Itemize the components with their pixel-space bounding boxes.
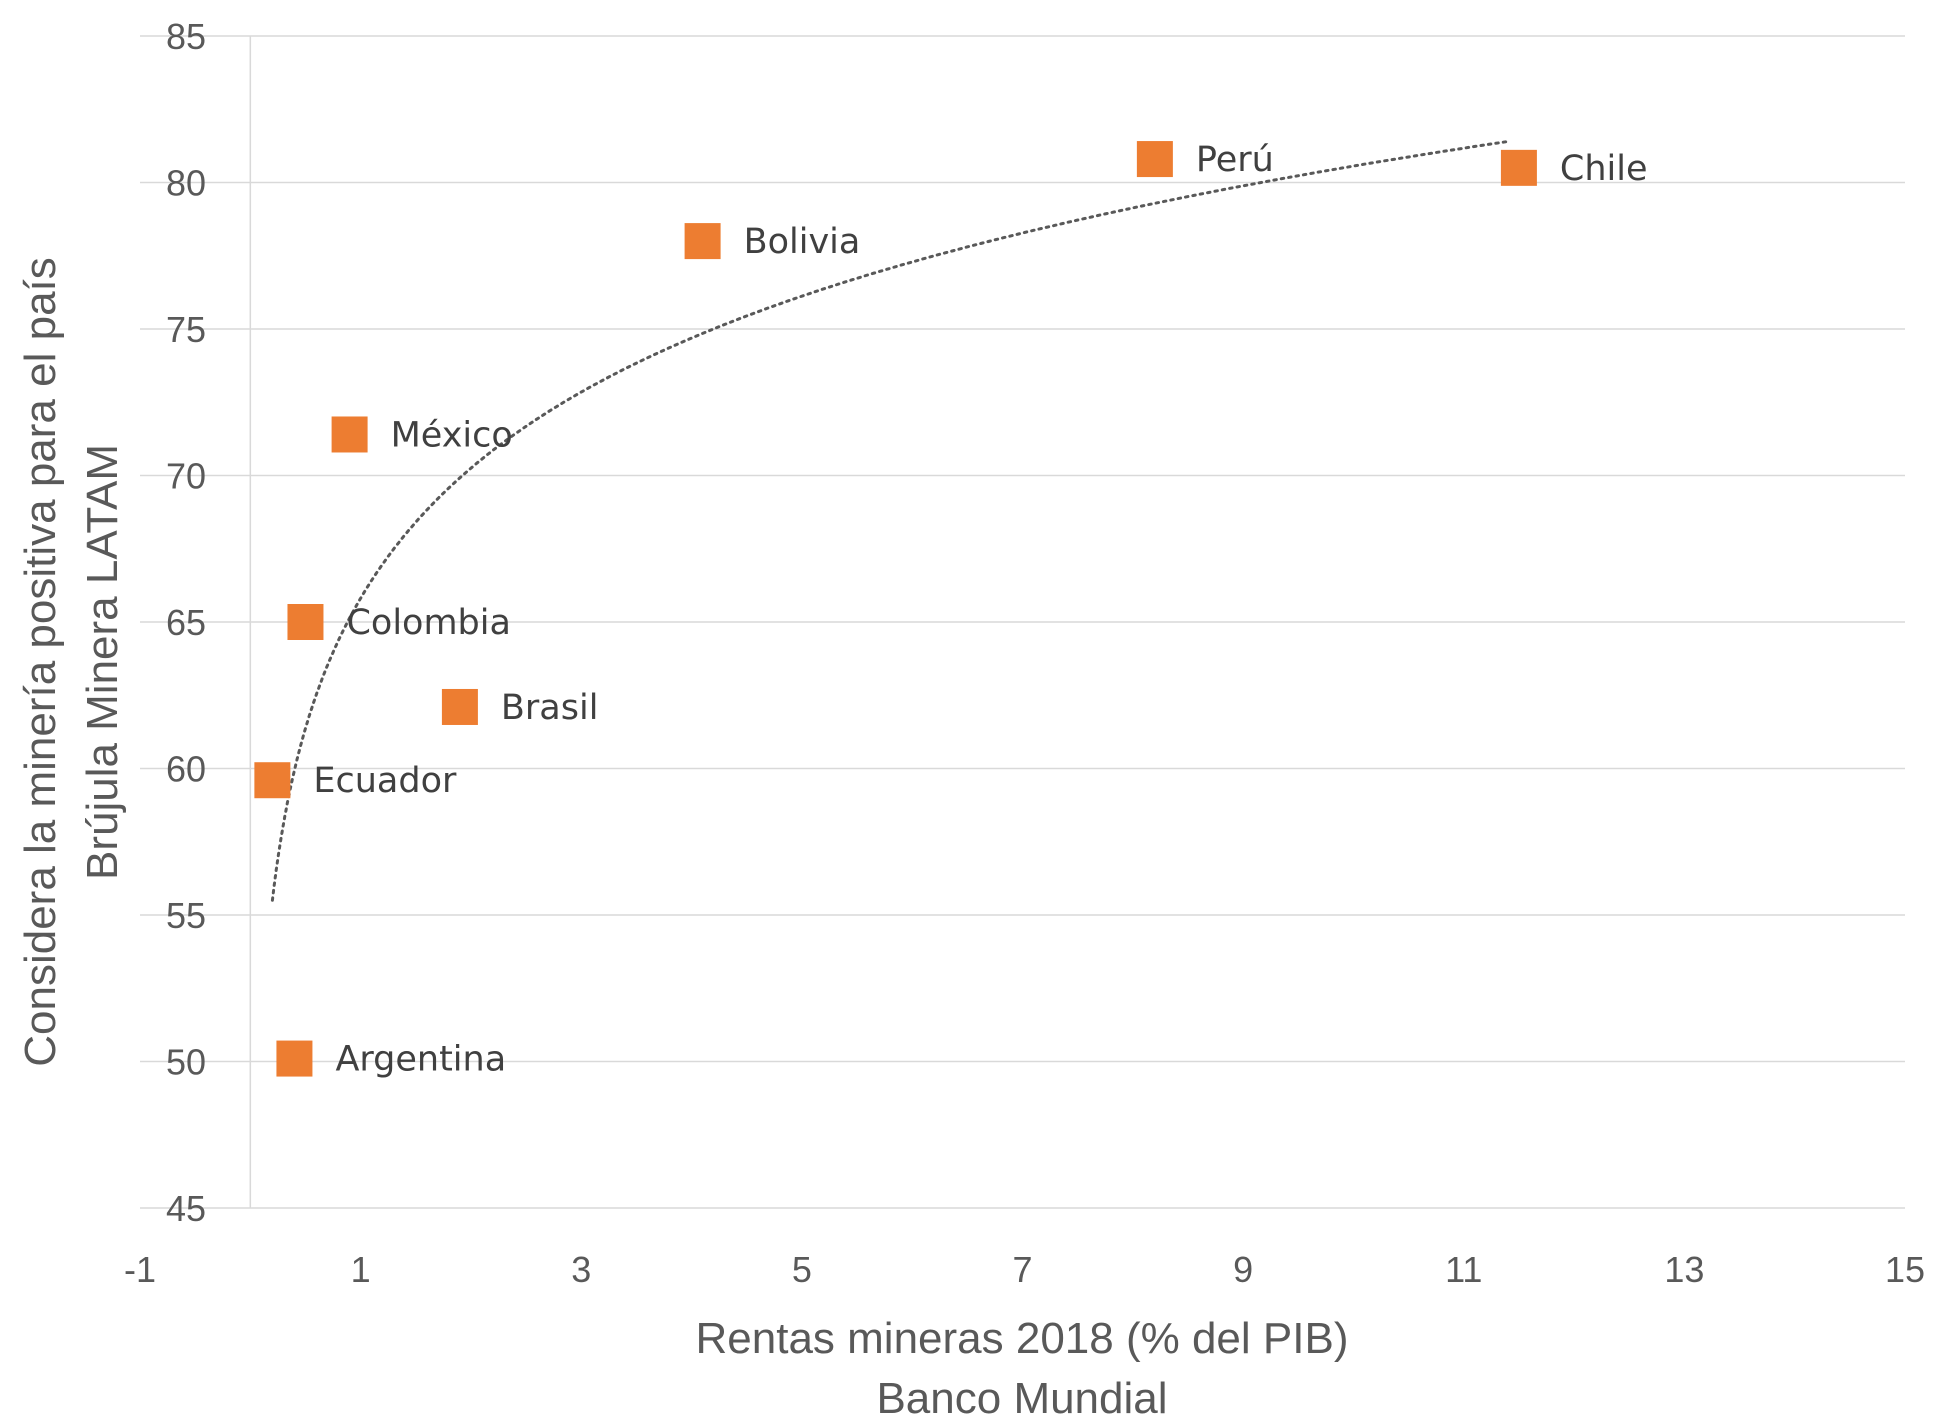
x-tick-label: 13 (1664, 1249, 1704, 1290)
y-tick-label: 60 (166, 749, 206, 790)
y-tick-label: 55 (166, 895, 206, 936)
y-axis-title: Considera la minería positiva para el pa… (16, 257, 127, 1067)
y-tick-label: 80 (166, 163, 206, 204)
data-point (684, 223, 721, 260)
y-tick-label: 50 (166, 1042, 206, 1083)
y-tick-label: 65 (166, 602, 206, 643)
point-label: Perú (1196, 140, 1274, 180)
point-label: Ecuador (313, 761, 457, 801)
data-point (287, 604, 324, 640)
point-label: Brasil (501, 688, 599, 728)
x-tick-label: 9 (1233, 1249, 1253, 1290)
point-label: Chile (1560, 149, 1648, 189)
x-tick-label: 1 (351, 1249, 371, 1290)
x-tick-label: 3 (571, 1249, 591, 1290)
point-labels: Perú Chile Bolivia México Colombia Brasil Ecua… (313, 140, 1647, 1080)
x-tick-label: 11 (1445, 1249, 1482, 1290)
data-point (254, 762, 291, 799)
x-tick-label: 7 (1012, 1249, 1032, 1290)
y-tick-label: 70 (166, 456, 206, 497)
y-axis-title-line: Considera la minería positiva para el pa… (16, 257, 65, 1067)
y-tick-label: 45 (166, 1188, 206, 1229)
data-point (331, 416, 368, 453)
data-point (1500, 149, 1537, 186)
trendline (270, 140, 1510, 902)
x-axis-title: Rentas mineras 2018 (% del PIB) Banco Mun… (696, 1314, 1349, 1418)
x-axis-title-line: Rentas mineras 2018 (% del PIB) (696, 1314, 1349, 1363)
gridlines (140, 35, 1905, 1209)
point-label: Argentina (335, 1040, 506, 1080)
data-point (1136, 141, 1173, 178)
y-tick-label: 85 (166, 16, 206, 57)
x-tick-label: 15 (1885, 1249, 1925, 1290)
data-points (254, 141, 1537, 1077)
y-axis-title-line: Brújula Minera LATAM (78, 444, 127, 880)
point-label: Colombia (346, 603, 510, 643)
x-tick-label: -1 (124, 1249, 156, 1290)
data-point (276, 1040, 313, 1077)
data-point (441, 688, 478, 725)
y-tick-label: 75 (166, 309, 206, 350)
x-axis-title-line: Banco Mundial (876, 1374, 1167, 1418)
point-label: México (391, 415, 513, 455)
trendline-group (270, 140, 1510, 902)
point-label: Bolivia (744, 222, 861, 262)
x-tick-label: 5 (792, 1249, 812, 1290)
